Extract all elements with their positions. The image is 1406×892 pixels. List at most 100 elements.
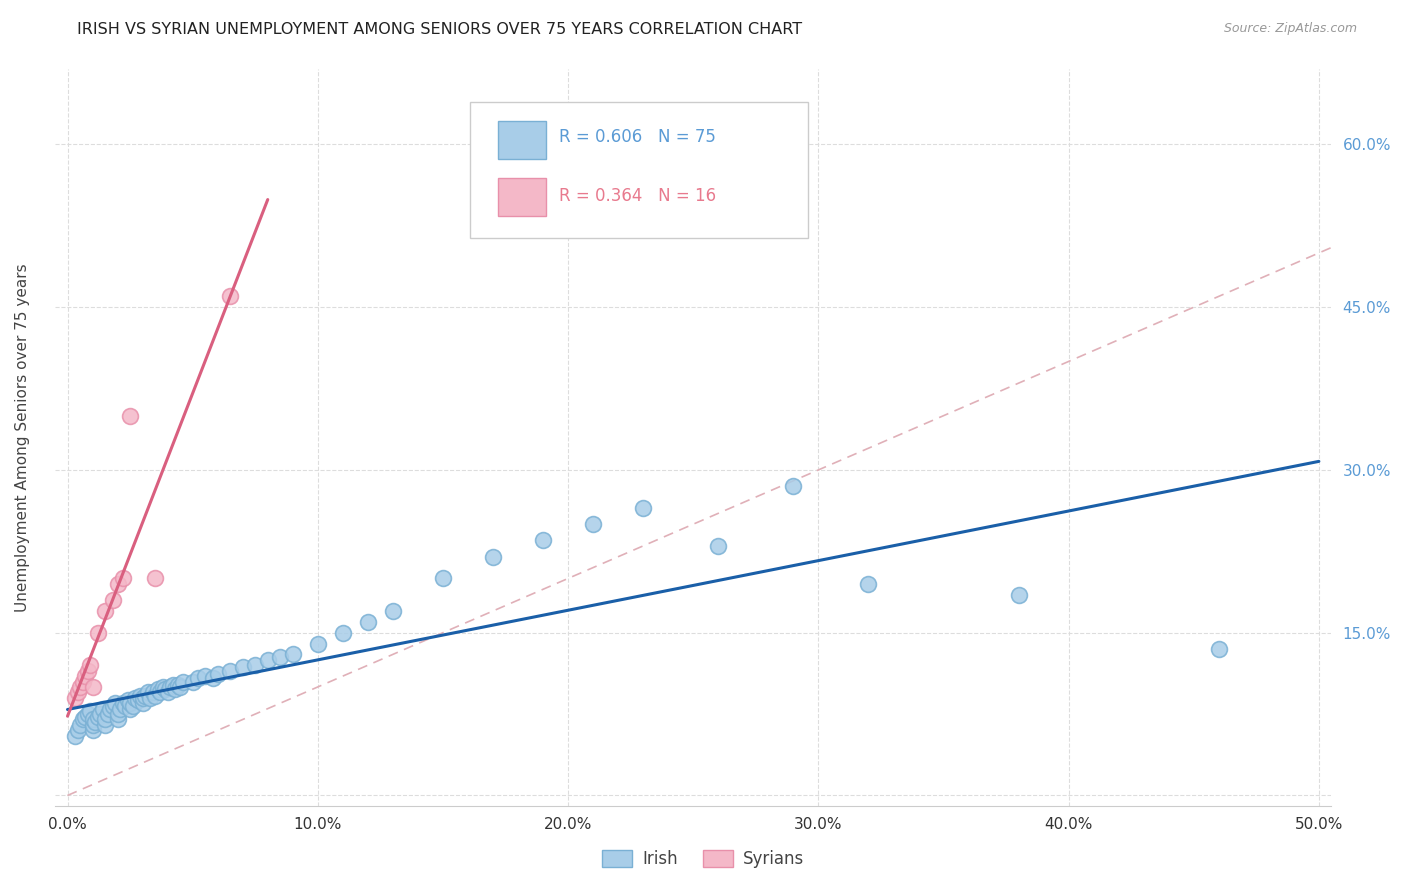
Point	[245, 658, 267, 673]
Point	[159, 680, 181, 694]
Text: Source: ZipAtlas.com: Source: ZipAtlas.com	[1223, 22, 1357, 36]
Point	[66, 723, 89, 738]
Point	[111, 696, 134, 710]
Text: IRISH VS SYRIAN UNEMPLOYMENT AMONG SENIORS OVER 75 YEARS CORRELATION CHART: IRISH VS SYRIAN UNEMPLOYMENT AMONG SENIO…	[77, 22, 803, 37]
Point	[120, 701, 142, 715]
Point	[482, 549, 505, 564]
Point	[172, 674, 194, 689]
Point	[201, 671, 224, 685]
Point	[121, 699, 143, 714]
Point	[142, 685, 165, 699]
Point	[139, 690, 162, 705]
Point	[219, 664, 242, 678]
Point	[307, 636, 329, 650]
Point	[82, 723, 104, 738]
Point	[91, 701, 114, 715]
Point	[153, 682, 176, 697]
Point	[94, 718, 117, 732]
Point	[232, 660, 254, 674]
Point	[94, 713, 117, 727]
Point	[181, 674, 204, 689]
Point	[582, 517, 605, 532]
FancyBboxPatch shape	[498, 178, 547, 216]
Point	[72, 674, 94, 689]
Point	[187, 671, 209, 685]
Point	[108, 701, 131, 715]
Point	[79, 658, 101, 673]
Point	[149, 685, 172, 699]
Point	[129, 689, 152, 703]
Text: R = 0.364   N = 16: R = 0.364 N = 16	[560, 187, 716, 205]
Point	[86, 625, 108, 640]
FancyBboxPatch shape	[498, 121, 547, 160]
Point	[63, 729, 86, 743]
Point	[76, 664, 98, 678]
Point	[256, 653, 278, 667]
Point	[120, 409, 142, 423]
Point	[101, 593, 124, 607]
Point	[107, 707, 129, 722]
Point	[146, 682, 169, 697]
Point	[269, 649, 291, 664]
Point	[101, 699, 124, 714]
Point	[131, 690, 153, 705]
Point	[782, 479, 804, 493]
Point	[82, 718, 104, 732]
Point	[72, 713, 94, 727]
Point	[152, 680, 174, 694]
Point	[1208, 642, 1230, 657]
Text: R = 0.606   N = 75: R = 0.606 N = 75	[560, 128, 716, 146]
Point	[169, 680, 191, 694]
Point	[631, 500, 654, 515]
Point	[156, 685, 179, 699]
Point	[94, 604, 117, 618]
Point	[166, 678, 188, 692]
Point	[107, 577, 129, 591]
FancyBboxPatch shape	[470, 102, 808, 238]
Point	[281, 648, 304, 662]
Point	[381, 604, 404, 618]
Point	[858, 577, 880, 591]
Point	[86, 710, 108, 724]
Point	[124, 690, 146, 705]
Point	[707, 539, 730, 553]
Point	[82, 680, 104, 694]
Point	[69, 680, 91, 694]
Point	[219, 289, 242, 303]
Point	[114, 699, 136, 714]
Point	[111, 571, 134, 585]
Point	[120, 696, 142, 710]
Y-axis label: Unemployment Among Seniors over 75 years: Unemployment Among Seniors over 75 years	[15, 263, 30, 612]
Point	[143, 689, 166, 703]
Point	[69, 718, 91, 732]
Point	[165, 682, 187, 697]
Point	[107, 713, 129, 727]
Point	[73, 710, 96, 724]
Legend: Irish, Syrians: Irish, Syrians	[595, 843, 811, 875]
Point	[82, 713, 104, 727]
Point	[104, 696, 127, 710]
Point	[134, 689, 156, 703]
Point	[207, 667, 229, 681]
Point	[136, 685, 159, 699]
Point	[84, 714, 107, 729]
Point	[357, 615, 380, 629]
Point	[66, 685, 89, 699]
Point	[79, 704, 101, 718]
Point	[432, 571, 454, 585]
Point	[162, 678, 184, 692]
Point	[332, 625, 354, 640]
Point	[76, 707, 98, 722]
Point	[531, 533, 554, 548]
Point	[96, 707, 118, 722]
Point	[127, 693, 149, 707]
Point	[194, 669, 217, 683]
Point	[117, 693, 139, 707]
Point	[1007, 588, 1029, 602]
Point	[73, 669, 96, 683]
Point	[131, 696, 153, 710]
Point	[63, 690, 86, 705]
Point	[98, 701, 121, 715]
Point	[143, 571, 166, 585]
Point	[89, 707, 111, 722]
